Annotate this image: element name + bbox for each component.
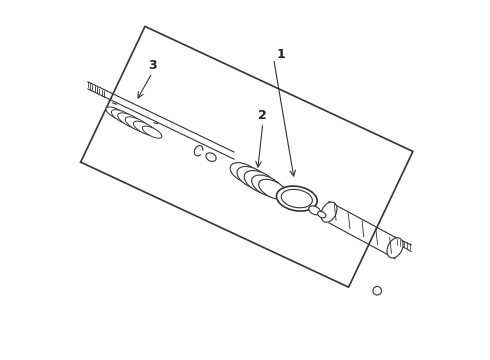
Ellipse shape — [318, 211, 326, 218]
Ellipse shape — [276, 186, 317, 211]
Ellipse shape — [111, 110, 136, 125]
Text: 3: 3 — [148, 59, 156, 72]
Ellipse shape — [309, 206, 320, 215]
Ellipse shape — [244, 171, 276, 194]
Circle shape — [373, 287, 381, 295]
Ellipse shape — [237, 166, 269, 189]
Ellipse shape — [143, 126, 162, 138]
Ellipse shape — [281, 189, 312, 208]
Ellipse shape — [133, 121, 157, 136]
Text: 1: 1 — [276, 49, 285, 62]
Ellipse shape — [118, 113, 144, 129]
Ellipse shape — [206, 153, 216, 161]
Ellipse shape — [106, 107, 127, 120]
Ellipse shape — [125, 117, 150, 132]
Ellipse shape — [259, 179, 287, 199]
Ellipse shape — [230, 163, 260, 184]
Ellipse shape — [321, 202, 337, 222]
Text: 2: 2 — [259, 109, 267, 122]
Ellipse shape — [252, 175, 283, 197]
Ellipse shape — [387, 238, 403, 258]
